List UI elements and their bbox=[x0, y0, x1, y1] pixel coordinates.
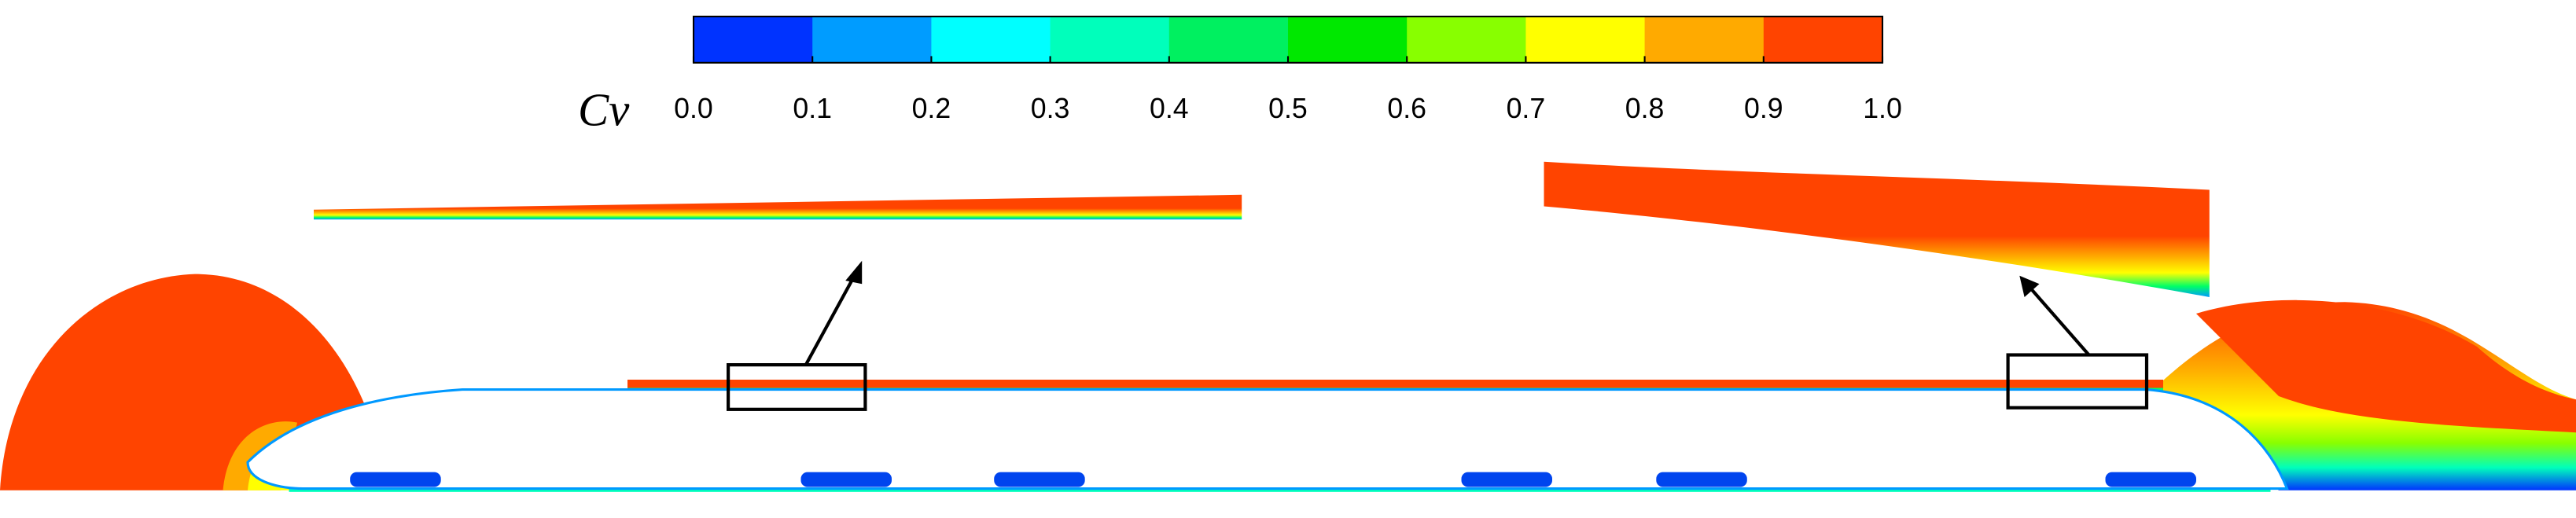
colorbar-label: Cv bbox=[578, 85, 630, 136]
colorbar-tick-label: 0.4 bbox=[1150, 93, 1189, 124]
colorbar-band bbox=[931, 17, 1051, 63]
colorbar-band bbox=[1525, 17, 1646, 63]
colorbar-tick-label: 0.3 bbox=[1031, 93, 1070, 124]
colorbar-band bbox=[1763, 17, 1883, 63]
zoom-box bbox=[727, 363, 867, 411]
colorbar-tick-label: 0.2 bbox=[912, 93, 951, 124]
colorbar-tick-label: 0.5 bbox=[1268, 93, 1308, 124]
colorbar-band bbox=[1050, 17, 1170, 63]
zoom-box bbox=[2006, 353, 2149, 410]
colorbar-band bbox=[694, 17, 813, 63]
wake-zone bbox=[2196, 299, 2576, 433]
arrows bbox=[804, 273, 2091, 366]
colorbar-band bbox=[1644, 17, 1765, 63]
colorbar-tick-label: 0.0 bbox=[674, 93, 713, 124]
colorbar-band bbox=[1288, 17, 1408, 63]
colorbar-band bbox=[1407, 17, 1527, 63]
colorbar-tick-label: 0.7 bbox=[1507, 93, 1546, 124]
inset-left bbox=[314, 194, 1242, 220]
colorbar-band bbox=[1168, 17, 1289, 63]
colorbar-tick-label: 0.9 bbox=[1744, 93, 1783, 124]
colorbar-tick-label: 0.6 bbox=[1387, 93, 1426, 124]
bogies bbox=[350, 472, 2196, 487]
inset-right bbox=[1544, 161, 2210, 298]
colorbar-band bbox=[812, 17, 933, 63]
colorbar-tick-label: 0.8 bbox=[1625, 93, 1665, 124]
colorbar-tick-label: 0.1 bbox=[793, 93, 832, 124]
colorbar-tick-label: 1.0 bbox=[1863, 93, 1902, 124]
flow-field bbox=[0, 161, 2576, 492]
arrow-heads bbox=[845, 260, 2040, 298]
train-body bbox=[246, 388, 2289, 490]
colorbar: Cv 0.0 0.1 0.2 0.3 0.4 0.5 0.6 0.7 0.8 0.9 1.0 bbox=[578, 15, 1902, 136]
